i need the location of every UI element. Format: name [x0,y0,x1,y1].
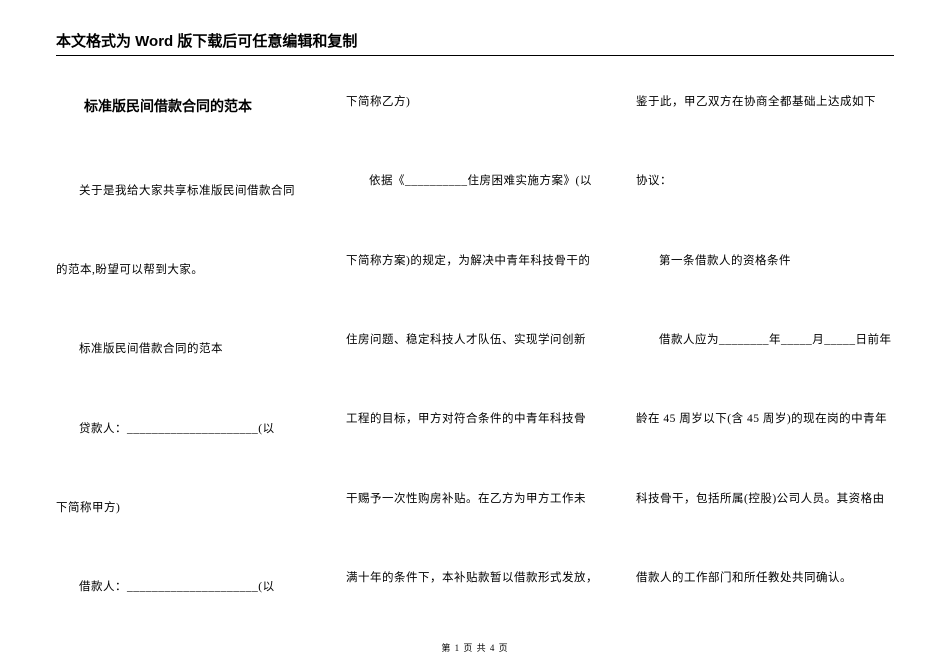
paragraph: 下简称方案)的规定，为解决中青年科技骨干的 [346,245,604,278]
paragraph: 满十年的条件下，本补贴款暂以借款形式发放， [346,562,604,595]
paragraph: 第一条借款人的资格条件 [636,245,894,278]
paragraph: 科技骨干，包括所属(控股)公司人员。其资格由 [636,483,894,516]
header-note: 本文格式为 Word 版下载后可任意编辑和复制 [56,30,894,56]
page-footer: 第 1 页 共 4 页 [0,641,950,654]
paragraph: 关于是我给大家共享标准版民间借款合同 [56,175,314,208]
paragraph: 借款人的工作部门和所任教处共同确认。 [636,562,894,595]
paragraph: 的范本,盼望可以帮到大家。 [56,254,314,287]
paragraph: 住房问题、稳定科技人才队伍、实现学问创新 [346,324,604,357]
paragraph: 借款人：_____________________(以 [56,571,314,604]
paragraph: 龄在 45 周岁以下(含 45 周岁)的现在岗的中青年 [636,403,894,436]
paragraph: 依据《__________住房困难实施方案》(以 [346,165,604,198]
paragraph: 鉴于此，甲乙双方在协商全都基础上达成如下 [636,86,894,119]
paragraph: 下简称甲方) [56,492,314,525]
column-1: 标准版民间借款合同的范本 关于是我给大家共享标准版民间借款合同 的范本,盼望可以… [56,86,314,651]
paragraph: 干赐予一次性购房补贴。在乙方为甲方工作未 [346,483,604,516]
content-columns: 标准版民间借款合同的范本 关于是我给大家共享标准版民间借款合同 的范本,盼望可以… [56,86,894,651]
paragraph: 贷款人：_____________________(以 [56,413,314,446]
document-page: 本文格式为 Word 版下载后可任意编辑和复制 标准版民间借款合同的范本 关于是… [0,0,950,672]
paragraph: 借款人应为________年_____月_____日前年 [636,324,894,357]
column-2: 下简称乙方) 依据《__________住房困难实施方案》(以 下简称方案)的规… [346,86,604,651]
paragraph: 协议： [636,165,894,198]
paragraph: 下简称乙方) [346,86,604,119]
paragraph: 标准版民间借款合同的范本 [56,333,314,366]
column-3: 鉴于此，甲乙双方在协商全都基础上达成如下 协议： 第一条借款人的资格条件 借款人… [636,86,894,651]
paragraph: 工程的目标，甲方对符合条件的中青年科技骨 [346,403,604,436]
document-title: 标准版民间借款合同的范本 [56,86,314,127]
